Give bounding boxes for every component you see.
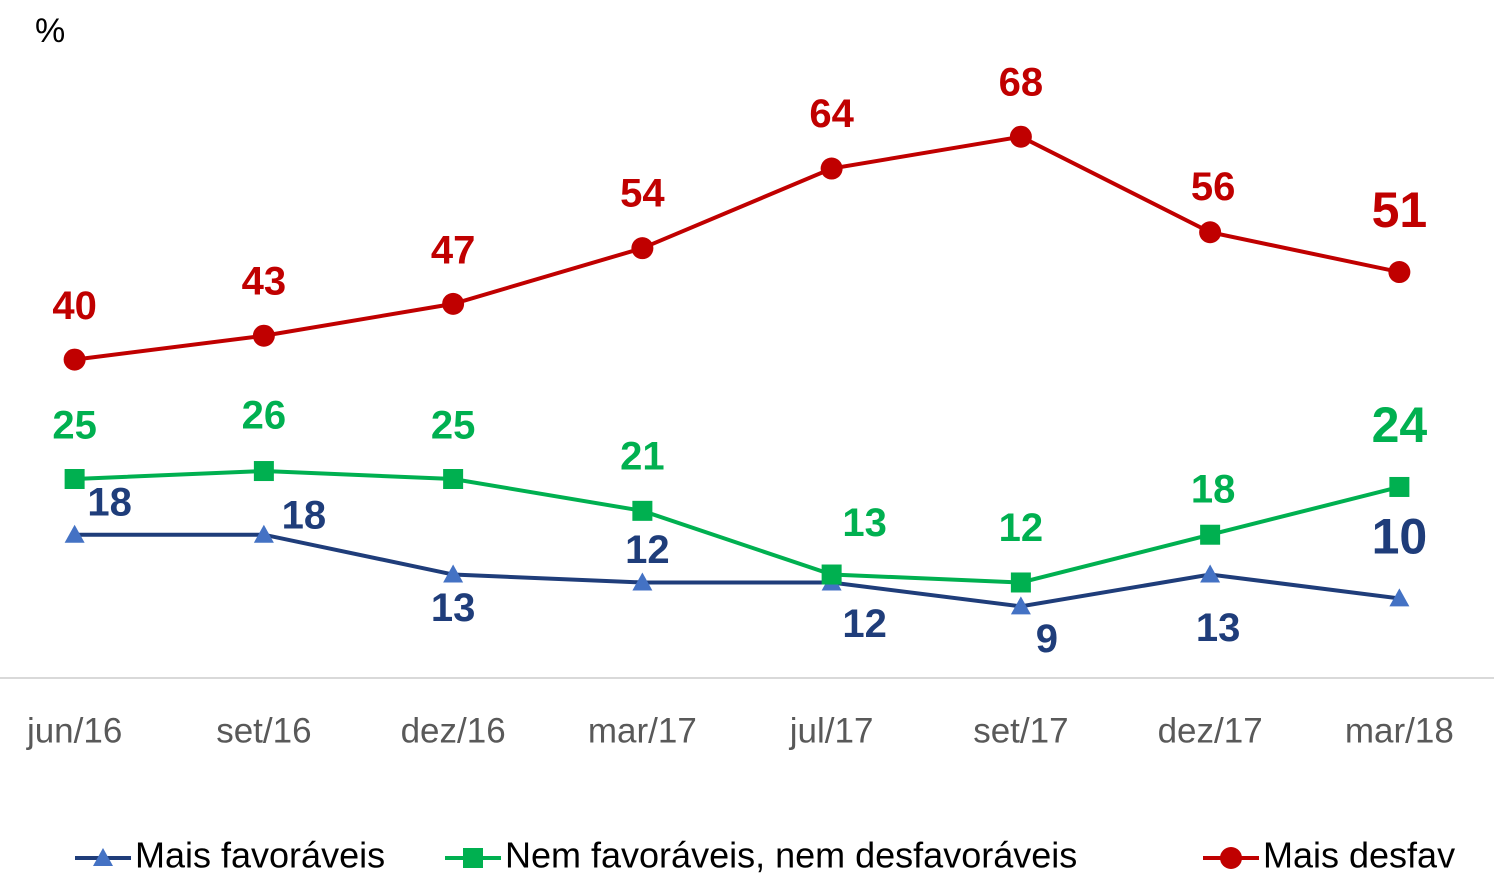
legend-label: Nem favoráveis, nem desfavoráveis: [505, 835, 1077, 876]
data-label: 18: [1191, 467, 1236, 511]
data-label: 18: [282, 493, 327, 537]
data-label: 10: [1372, 509, 1428, 565]
x-tick-label: dez/17: [1158, 711, 1263, 750]
data-point: [1388, 261, 1411, 284]
data-label: 51: [1372, 182, 1428, 238]
data-point: [63, 348, 86, 371]
x-tick-label: jun/16: [26, 711, 122, 750]
data-label: 64: [809, 92, 854, 136]
data-label: 40: [52, 284, 97, 328]
data-label: 24: [1372, 397, 1428, 453]
data-label: 43: [242, 259, 287, 303]
data-label: 47: [431, 228, 476, 272]
data-label: 25: [431, 404, 476, 448]
data-point: [64, 524, 85, 543]
legend-marker: [93, 848, 113, 866]
data-point: [632, 500, 653, 521]
data-point: [821, 564, 842, 585]
data-point: [632, 572, 653, 591]
data-point: [631, 237, 654, 260]
data-point: [1200, 564, 1221, 583]
data-label: 54: [620, 172, 665, 216]
data-label: 56: [1191, 165, 1236, 209]
x-tick-label: jul/17: [789, 711, 874, 750]
x-tick-label: set/17: [973, 711, 1068, 750]
data-point: [252, 324, 275, 347]
data-point: [443, 564, 464, 583]
x-tick-label: mar/18: [1345, 711, 1454, 750]
data-label: 25: [52, 404, 97, 448]
data-label: 13: [1196, 606, 1241, 650]
legend-marker: [463, 848, 483, 868]
legend-label: Mais favoráveis: [135, 835, 385, 876]
x-tick-label: dez/16: [401, 711, 506, 750]
data-point: [1009, 125, 1032, 148]
data-point: [1389, 476, 1410, 497]
data-point: [1199, 221, 1222, 244]
data-point: [443, 469, 464, 489]
data-label: 18: [87, 480, 132, 524]
x-tick-label: set/16: [216, 711, 311, 750]
data-point: [1010, 596, 1031, 615]
series-line: [74, 532, 1400, 609]
data-label: 9: [1036, 617, 1058, 661]
series-line: [74, 469, 1400, 585]
data-label: 26: [242, 394, 287, 438]
y-axis-label: %: [35, 12, 65, 50]
series-line: [74, 134, 1400, 362]
data-label: 12: [842, 602, 887, 646]
data-point: [253, 461, 274, 482]
legend-marker: [1220, 847, 1242, 869]
data-point: [253, 524, 274, 543]
x-tick-label: mar/17: [588, 711, 697, 750]
data-point: [442, 292, 465, 315]
data-label: 13: [431, 586, 476, 630]
data-label: 12: [625, 528, 670, 572]
data-label: 12: [999, 506, 1044, 550]
legend-label: Mais desfav: [1263, 835, 1455, 876]
data-label: 13: [842, 501, 887, 545]
data-point: [1200, 524, 1221, 545]
data-point: [64, 469, 85, 489]
data-point: [1389, 588, 1410, 607]
data-point: [820, 157, 843, 180]
data-point: [1010, 572, 1031, 593]
data-label: 68: [999, 60, 1044, 104]
data-label: 21: [620, 434, 665, 478]
